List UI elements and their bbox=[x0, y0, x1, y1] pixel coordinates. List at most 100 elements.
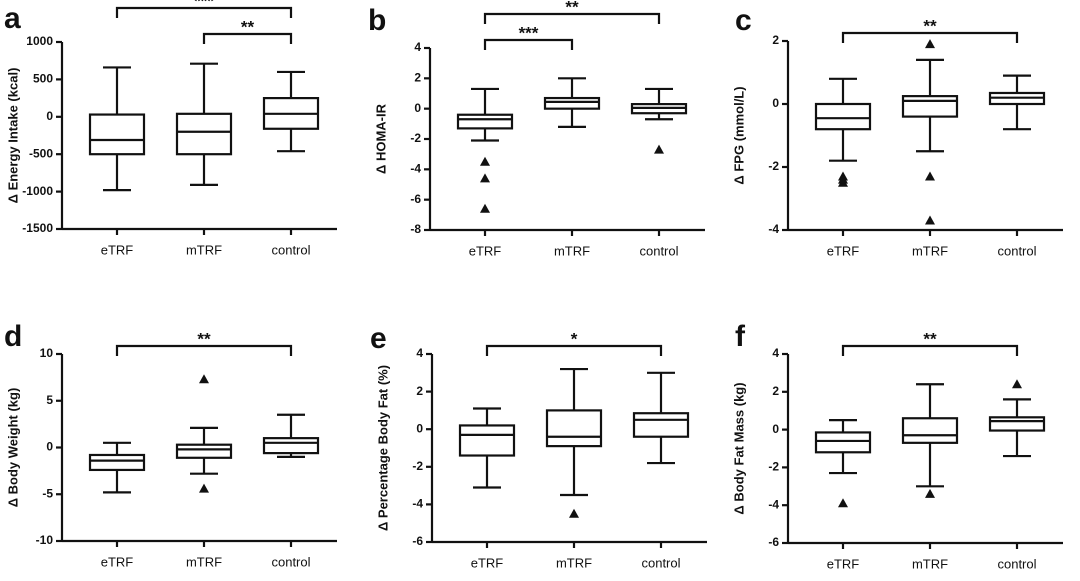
panel-label: f bbox=[735, 320, 746, 353]
y-tick-label: 4 bbox=[414, 40, 421, 54]
box bbox=[175, 443, 233, 459]
outlier bbox=[1012, 379, 1022, 389]
significance-bracket bbox=[841, 31, 1019, 43]
box bbox=[88, 453, 146, 472]
y-axis-title: Δ HOMA-IR bbox=[373, 103, 388, 174]
panel-label: b bbox=[368, 4, 386, 37]
y-tick-label: 1000 bbox=[26, 34, 53, 48]
box bbox=[262, 437, 320, 455]
x-tick-label: control bbox=[641, 555, 680, 570]
significance-bracket bbox=[483, 12, 661, 24]
x-tick-label: eTRF bbox=[827, 243, 860, 258]
outlier bbox=[925, 215, 935, 225]
box bbox=[458, 424, 516, 457]
x-tick-label: eTRF bbox=[471, 555, 504, 570]
y-axis-title: Δ FPG (mmol/L) bbox=[731, 86, 746, 184]
outlier bbox=[480, 203, 490, 213]
significance-bracket bbox=[841, 344, 1019, 356]
outlier bbox=[925, 39, 935, 49]
y-tick-label: -1500 bbox=[22, 221, 53, 235]
y-tick-label: 0 bbox=[772, 96, 779, 110]
y-tick-label: -4 bbox=[410, 162, 421, 176]
box bbox=[814, 102, 872, 131]
box-group bbox=[262, 70, 320, 153]
significance-label: ** bbox=[923, 16, 937, 35]
outlier bbox=[569, 508, 579, 518]
y-tick-label: 0 bbox=[46, 109, 53, 123]
y-tick-label: -5 bbox=[42, 486, 53, 500]
box-group bbox=[814, 77, 872, 187]
outlier bbox=[654, 144, 664, 154]
outlier bbox=[480, 173, 490, 183]
box-group bbox=[175, 62, 233, 186]
box-group bbox=[632, 371, 690, 465]
box-group bbox=[458, 407, 516, 489]
box-group bbox=[988, 74, 1046, 131]
y-axis-title: Δ Body Fat Mass (kg) bbox=[731, 382, 746, 514]
x-tick-label: eTRF bbox=[469, 243, 502, 258]
y-tick-label: 0 bbox=[416, 421, 423, 435]
box bbox=[632, 412, 690, 438]
box-group bbox=[175, 374, 233, 493]
box bbox=[988, 416, 1046, 432]
y-tick-label: -6 bbox=[768, 535, 779, 549]
y-axis-title: Δ Body Weight (kg) bbox=[5, 388, 20, 508]
outlier bbox=[480, 156, 490, 166]
y-tick-label: -4 bbox=[768, 497, 779, 511]
y-tick-label: -6 bbox=[412, 534, 423, 548]
box-group bbox=[545, 367, 603, 518]
x-tick-label: control bbox=[997, 243, 1036, 258]
y-tick-label: -6 bbox=[410, 192, 421, 206]
y-tick-label: 10 bbox=[40, 346, 54, 360]
y-tick-label: -4 bbox=[768, 222, 779, 236]
outlier bbox=[838, 174, 848, 184]
y-tick-label: 2 bbox=[772, 384, 779, 398]
outlier bbox=[199, 483, 209, 493]
box-group bbox=[901, 383, 959, 498]
y-tick-label: -2 bbox=[768, 159, 779, 173]
x-tick-label: eTRF bbox=[101, 242, 134, 257]
x-tick-label: mTRF bbox=[556, 555, 592, 570]
x-tick-label: control bbox=[997, 556, 1036, 571]
box-group bbox=[988, 379, 1046, 458]
y-tick-label: -1000 bbox=[22, 184, 53, 198]
y-tick-label: -2 bbox=[768, 460, 779, 474]
panel-label: c bbox=[735, 4, 752, 37]
x-tick-label: control bbox=[639, 243, 678, 258]
x-tick-label: control bbox=[271, 554, 310, 569]
box bbox=[88, 113, 146, 156]
significance-label: *** bbox=[519, 23, 539, 42]
outlier bbox=[925, 171, 935, 181]
panel-label: a bbox=[4, 2, 21, 35]
y-axis-title: Δ Energy Intake (kcal) bbox=[5, 68, 20, 204]
y-tick-label: -500 bbox=[29, 146, 53, 160]
box-group bbox=[262, 413, 320, 458]
y-axis-title: Δ Percentage Body Fat (%) bbox=[375, 365, 390, 531]
x-tick-label: mTRF bbox=[554, 243, 590, 258]
significance-label: ** bbox=[565, 0, 579, 16]
box bbox=[456, 113, 514, 130]
x-tick-label: mTRF bbox=[186, 554, 222, 569]
box bbox=[814, 431, 872, 454]
significance-bracket bbox=[485, 344, 663, 356]
significance-label: ** bbox=[197, 329, 211, 348]
y-tick-label: 2 bbox=[416, 384, 423, 398]
y-tick-label: 0 bbox=[414, 101, 421, 115]
outlier bbox=[199, 374, 209, 384]
x-tick-label: mTRF bbox=[186, 242, 222, 257]
y-tick-label: 0 bbox=[46, 440, 53, 454]
y-tick-label: 2 bbox=[772, 33, 779, 47]
box-group bbox=[901, 39, 959, 225]
outlier bbox=[838, 498, 848, 508]
significance-label: ** bbox=[241, 17, 255, 36]
significance-bracket bbox=[115, 6, 293, 18]
significance-bracket bbox=[483, 38, 574, 50]
y-tick-label: 2 bbox=[414, 71, 421, 85]
y-tick-label: -4 bbox=[412, 497, 423, 511]
box bbox=[901, 95, 959, 118]
x-tick-label: control bbox=[271, 242, 310, 257]
outlier bbox=[925, 488, 935, 498]
y-tick-label: 0 bbox=[772, 422, 779, 436]
box-group bbox=[630, 87, 688, 154]
